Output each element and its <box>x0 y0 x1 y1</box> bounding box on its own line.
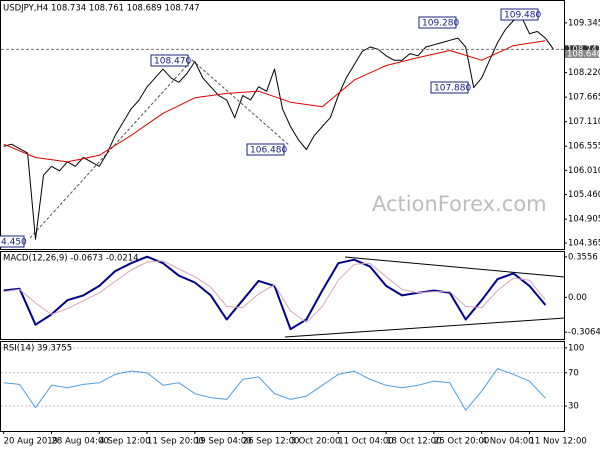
y-tick-label: 100 <box>568 343 584 353</box>
y-tick-label: 107.110 <box>568 117 600 127</box>
annotation-box <box>430 81 469 94</box>
y-tick-label: -0.3064 <box>568 328 600 338</box>
y-tick-label: 105.460 <box>568 190 600 200</box>
annotation: 109.480 <box>504 11 541 21</box>
chart-title: USDJPY,H4 108.734 108.761 108.689 108.74… <box>3 4 200 14</box>
annotation: 109.280 <box>422 19 459 29</box>
annotation-box <box>500 8 539 21</box>
macd-title: MACD(12,26,9) -0.0673 -0.0214 <box>3 254 139 264</box>
y-tick-label: 109.345 <box>568 18 600 28</box>
price-panel <box>0 0 565 250</box>
x-tick-label: 19 Sep 04:00 <box>195 437 252 447</box>
annotation: 107.880 <box>434 84 471 94</box>
x-tick-label: 20 Aug 2019 <box>4 437 58 447</box>
price-marker <box>565 50 599 59</box>
annotation: 106.480 <box>250 146 287 156</box>
y-tick-label: 30 <box>568 402 579 412</box>
y-tick-label: 104.905 <box>568 215 600 225</box>
annotation-box <box>0 235 25 248</box>
annotation: 108.470 <box>154 57 191 67</box>
watermark: ActionForex.com <box>372 192 547 216</box>
annotation-box <box>418 16 457 29</box>
x-tick-label: 25 Oct 20:00 <box>434 437 489 447</box>
trend-line <box>344 256 566 278</box>
x-tick-label: 4 Nov 04:00 <box>482 437 534 447</box>
y-tick-label: 106.010 <box>568 166 600 176</box>
annotation: 4.450 <box>1 238 27 248</box>
swing-line <box>29 59 193 239</box>
series-line <box>3 260 546 323</box>
annotations: 4.450 108.470 106.480 109.280 109.480 10… <box>0 8 541 248</box>
price-marker <box>565 45 599 54</box>
series-line <box>3 16 554 240</box>
y-tick-label: 106.555 <box>568 142 600 152</box>
macd-panel <box>0 251 565 340</box>
y-tick-label: 0.3556 <box>568 252 598 262</box>
price-marker-label: 108.640 <box>567 50 600 60</box>
y-tick-label: 0.00 <box>568 293 587 303</box>
plot: 109.345 108.220 107.665 107.110 106.555 106.0… <box>1 16 600 447</box>
series-line <box>3 368 546 411</box>
x-tick-label: 11 Nov 12:00 <box>529 437 586 447</box>
swing-line <box>191 59 291 147</box>
x-tick-label: 11 Sep 20:00 <box>147 437 204 447</box>
rsi-panel <box>0 341 565 432</box>
series-line <box>3 40 546 163</box>
trend-line <box>284 317 566 338</box>
x-tick-label: 18 Oct 12:00 <box>386 437 441 447</box>
y-tick-label: 107.665 <box>568 93 600 103</box>
rsi-title: RSI(14) 39.3755 <box>3 344 72 354</box>
series-line <box>3 255 547 331</box>
x-tick-label: 3 Oct 20:00 <box>290 437 340 447</box>
x-tick-label: 28 Aug 04:00 <box>51 437 108 447</box>
x-tick-label: 4 Sep 12:00 <box>99 437 150 447</box>
y-tick-label: 108.220 <box>568 68 600 78</box>
annotation-box <box>150 54 189 67</box>
annotation-box <box>246 143 285 156</box>
x-tick-label: 26 Sep 12:00 <box>243 437 300 447</box>
price-marker-label: 108.747 <box>567 45 600 55</box>
y-tick-label: 104.365 <box>568 239 600 249</box>
y-tick-label: 70 <box>568 368 579 378</box>
x-tick-label: 11 Oct 04:00 <box>338 437 393 447</box>
